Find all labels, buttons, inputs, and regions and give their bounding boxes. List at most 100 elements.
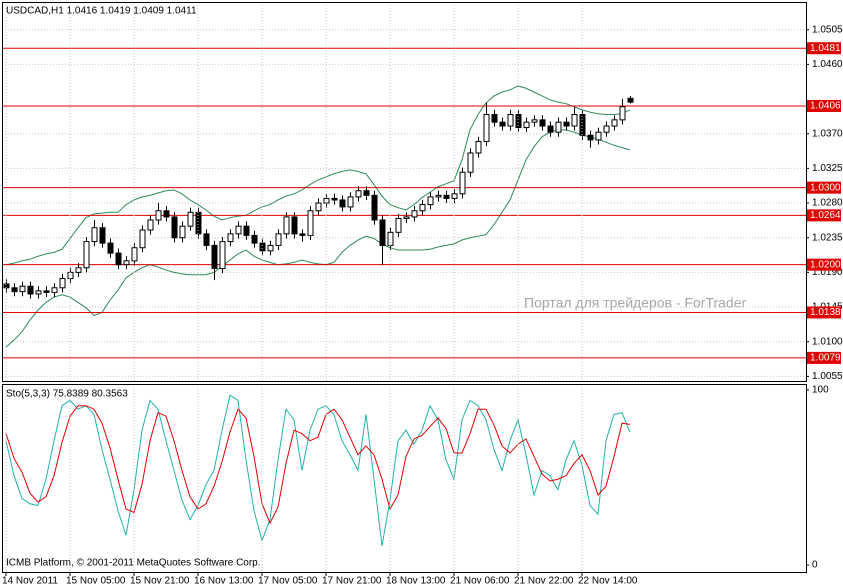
candle-body [19, 285, 26, 293]
level-label: 1.0406 [810, 101, 841, 112]
x-tick-label: 15 Nov 05:00 [66, 576, 126, 587]
candle-body [539, 119, 546, 127]
candle-body [611, 119, 618, 127]
candle-body [275, 233, 282, 246]
candle-body [211, 244, 218, 270]
candle-body [363, 190, 370, 196]
candle-body [491, 113, 498, 123]
candle-body [587, 134, 594, 141]
level-label: 1.0079 [810, 353, 841, 364]
candle-body [83, 241, 90, 269]
candle-body [395, 217, 402, 233]
candle-body [291, 216, 298, 235]
price-title: USDCAD,H1 1.0416 1.0419 1.0409 1.0411 [6, 6, 197, 17]
candle-body [107, 242, 114, 254]
candle-body [187, 211, 194, 227]
y-tick-label: 1.0100 [812, 336, 843, 347]
level-label-box [807, 258, 841, 271]
level-label-box [807, 42, 841, 55]
candle-body [355, 190, 362, 198]
candle-body [507, 113, 514, 127]
candle-body [299, 233, 306, 236]
candle-body [235, 225, 242, 235]
candle-body [379, 219, 386, 246]
y-tick-label: 1.0505 [812, 24, 843, 35]
candle-body [11, 287, 18, 293]
y-tick-label: 0 [812, 560, 818, 571]
y-tick-label: 1.0370 [812, 128, 843, 139]
candle-body [387, 231, 394, 246]
indicator-line [5, 405, 631, 525]
indicator-line [5, 129, 631, 348]
candle-body [451, 193, 458, 199]
candle-body [427, 196, 434, 206]
x-tick-label: 21 Nov 22:00 [514, 576, 574, 587]
y-tick-label: 1.0460 [812, 59, 843, 70]
price-panel: Портал для трейдеров - ForTrader [2, 2, 806, 381]
candle-body [523, 121, 530, 129]
candle-body [595, 131, 602, 141]
level-label-box [807, 351, 841, 364]
indicator-line [5, 394, 631, 546]
candle-body [147, 219, 154, 231]
candle-body [203, 233, 210, 246]
level-label: 1.0481 [810, 43, 841, 54]
candle-body [419, 204, 426, 212]
level-label: 1.0300 [810, 182, 841, 193]
candle-body [515, 113, 522, 129]
stochastic-title: Sto(5,3,3) 75.8389 80.3563 [6, 389, 128, 400]
candle-body [371, 194, 378, 221]
candle-body [179, 225, 186, 239]
candle-body [435, 194, 442, 198]
candle-body [531, 119, 538, 123]
candle-body [243, 225, 250, 236]
candle-body [227, 233, 234, 243]
candle-body [91, 227, 98, 243]
candle-body [475, 140, 482, 154]
level-label-box [807, 209, 841, 222]
candle-body [35, 290, 42, 295]
level-label: 1.0200 [810, 259, 841, 270]
x-tick-label: 14 Nov 2011 [2, 576, 58, 587]
candle-body [99, 227, 106, 244]
stochastic-frame [2, 384, 807, 573]
candle-body [163, 210, 170, 218]
candle-body [467, 152, 474, 173]
indicator-line [5, 85, 631, 266]
x-tick-label: 21 Nov 06:00 [450, 576, 510, 587]
candle-body [139, 229, 146, 249]
candle-body [219, 241, 226, 270]
watermark: Портал для трейдеров - ForTrader [524, 295, 746, 311]
candle-body [115, 252, 122, 266]
candle-body [331, 197, 338, 201]
candle-body [571, 113, 578, 127]
y-tick-label: 1.0235 [812, 232, 843, 243]
candle-body [155, 210, 162, 221]
candle-body [547, 125, 554, 133]
candle-body [555, 121, 562, 133]
candle-body [347, 196, 354, 208]
y-tick-label: 1.0190 [812, 267, 843, 278]
candle-body [75, 267, 82, 273]
x-tick-label: 16 Nov 13:00 [194, 576, 254, 587]
x-tick-label: 18 Nov 13:00 [386, 576, 446, 587]
candle-body [267, 244, 274, 252]
level-label: 1.0264 [810, 210, 841, 221]
y-tick-label: 100 [812, 385, 829, 396]
level-label-box [807, 306, 841, 319]
candle-body [315, 202, 322, 212]
candle-body [171, 216, 178, 239]
candle-body [283, 216, 290, 235]
candle-body [43, 290, 50, 293]
copyright: ICMB Platform, © 2001-2011 MetaQuotes So… [6, 558, 261, 569]
candle-body [443, 194, 450, 199]
candle-body [307, 210, 314, 236]
candle-body [27, 285, 34, 295]
candle-body [483, 113, 490, 142]
candle-body [579, 113, 586, 136]
candle-body [59, 278, 66, 289]
candle-body [459, 171, 466, 195]
stochastic-panel [5, 384, 631, 572]
level-label-box [807, 99, 841, 112]
